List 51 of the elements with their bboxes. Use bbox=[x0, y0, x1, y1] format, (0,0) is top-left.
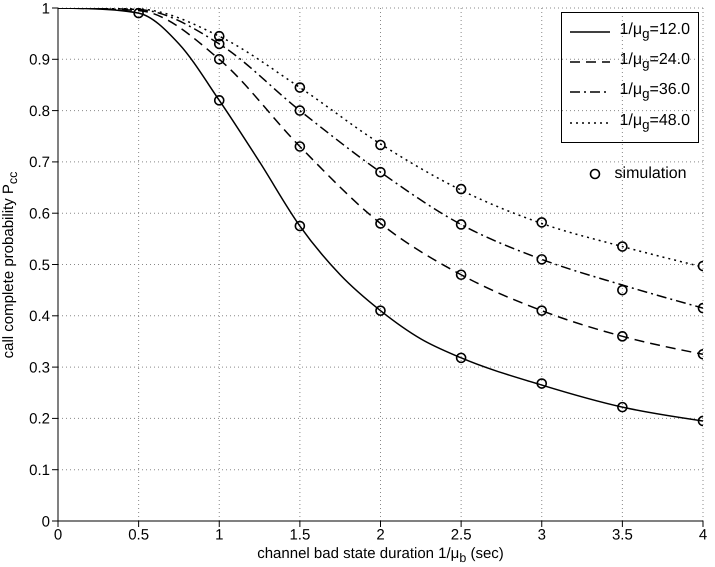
x-tick-label: 3.5 bbox=[612, 526, 633, 544]
point bbox=[294, 105, 306, 116]
point bbox=[456, 184, 466, 194]
point bbox=[214, 95, 225, 106]
legend-label: simulation bbox=[614, 164, 687, 183]
legend-label: 1/μ$_{g}$=24.0 bbox=[620, 50, 690, 74]
legend-label: 1/μ$_{g}$=48.0 bbox=[620, 110, 690, 134]
y-tick-label: 0.1 bbox=[29, 462, 50, 480]
point bbox=[617, 284, 628, 296]
point bbox=[375, 218, 386, 229]
point bbox=[456, 219, 466, 230]
x-tick-label: 2.5 bbox=[450, 526, 472, 544]
x-tick-label: 4 bbox=[698, 526, 708, 544]
point bbox=[133, 8, 144, 18]
point bbox=[294, 220, 306, 232]
y-tick-label: 1 bbox=[42, 0, 50, 18]
point bbox=[617, 241, 628, 252]
x-tick-label: 0 bbox=[54, 526, 62, 544]
point bbox=[375, 305, 386, 316]
point bbox=[536, 305, 548, 316]
point bbox=[456, 269, 466, 280]
point bbox=[375, 166, 386, 178]
point bbox=[617, 331, 628, 342]
legend-label: 1/μ$_{g}$=12.0 bbox=[620, 20, 690, 44]
x-tick-label: 0.5 bbox=[128, 526, 150, 544]
x-tick-label: 3 bbox=[538, 526, 546, 544]
y-tick-label: 0.3 bbox=[29, 359, 50, 376]
y-tick-label: 0.6 bbox=[29, 206, 50, 223]
x-tick-label: 1 bbox=[215, 526, 224, 544]
point bbox=[294, 82, 306, 93]
y-tick-label: 0.9 bbox=[29, 52, 50, 69]
x-axis-title: channel bad state duration 1/μ$_{b}$ (sec) bbox=[257, 545, 504, 565]
point bbox=[617, 402, 628, 412]
point bbox=[456, 352, 466, 364]
point bbox=[536, 378, 548, 389]
point bbox=[375, 140, 386, 150]
y-tick-label: 0.2 bbox=[29, 410, 50, 428]
point bbox=[536, 254, 548, 265]
x-tick-label: 1.5 bbox=[289, 526, 310, 544]
y-tick-label: 0.8 bbox=[29, 102, 50, 120]
point bbox=[536, 217, 548, 228]
point bbox=[214, 38, 225, 50]
point bbox=[214, 30, 225, 42]
y-tick-label: 0.7 bbox=[29, 154, 50, 172]
point bbox=[214, 54, 225, 65]
y-tick-label: 0.5 bbox=[29, 256, 50, 274]
legend-label: 1/μ$_{g}$=36.0 bbox=[620, 80, 690, 104]
y-tick-label: 0 bbox=[42, 513, 50, 530]
point bbox=[294, 141, 306, 152]
y-tick-label: 0.4 bbox=[29, 308, 50, 326]
x-tick-label: 2 bbox=[376, 526, 385, 544]
